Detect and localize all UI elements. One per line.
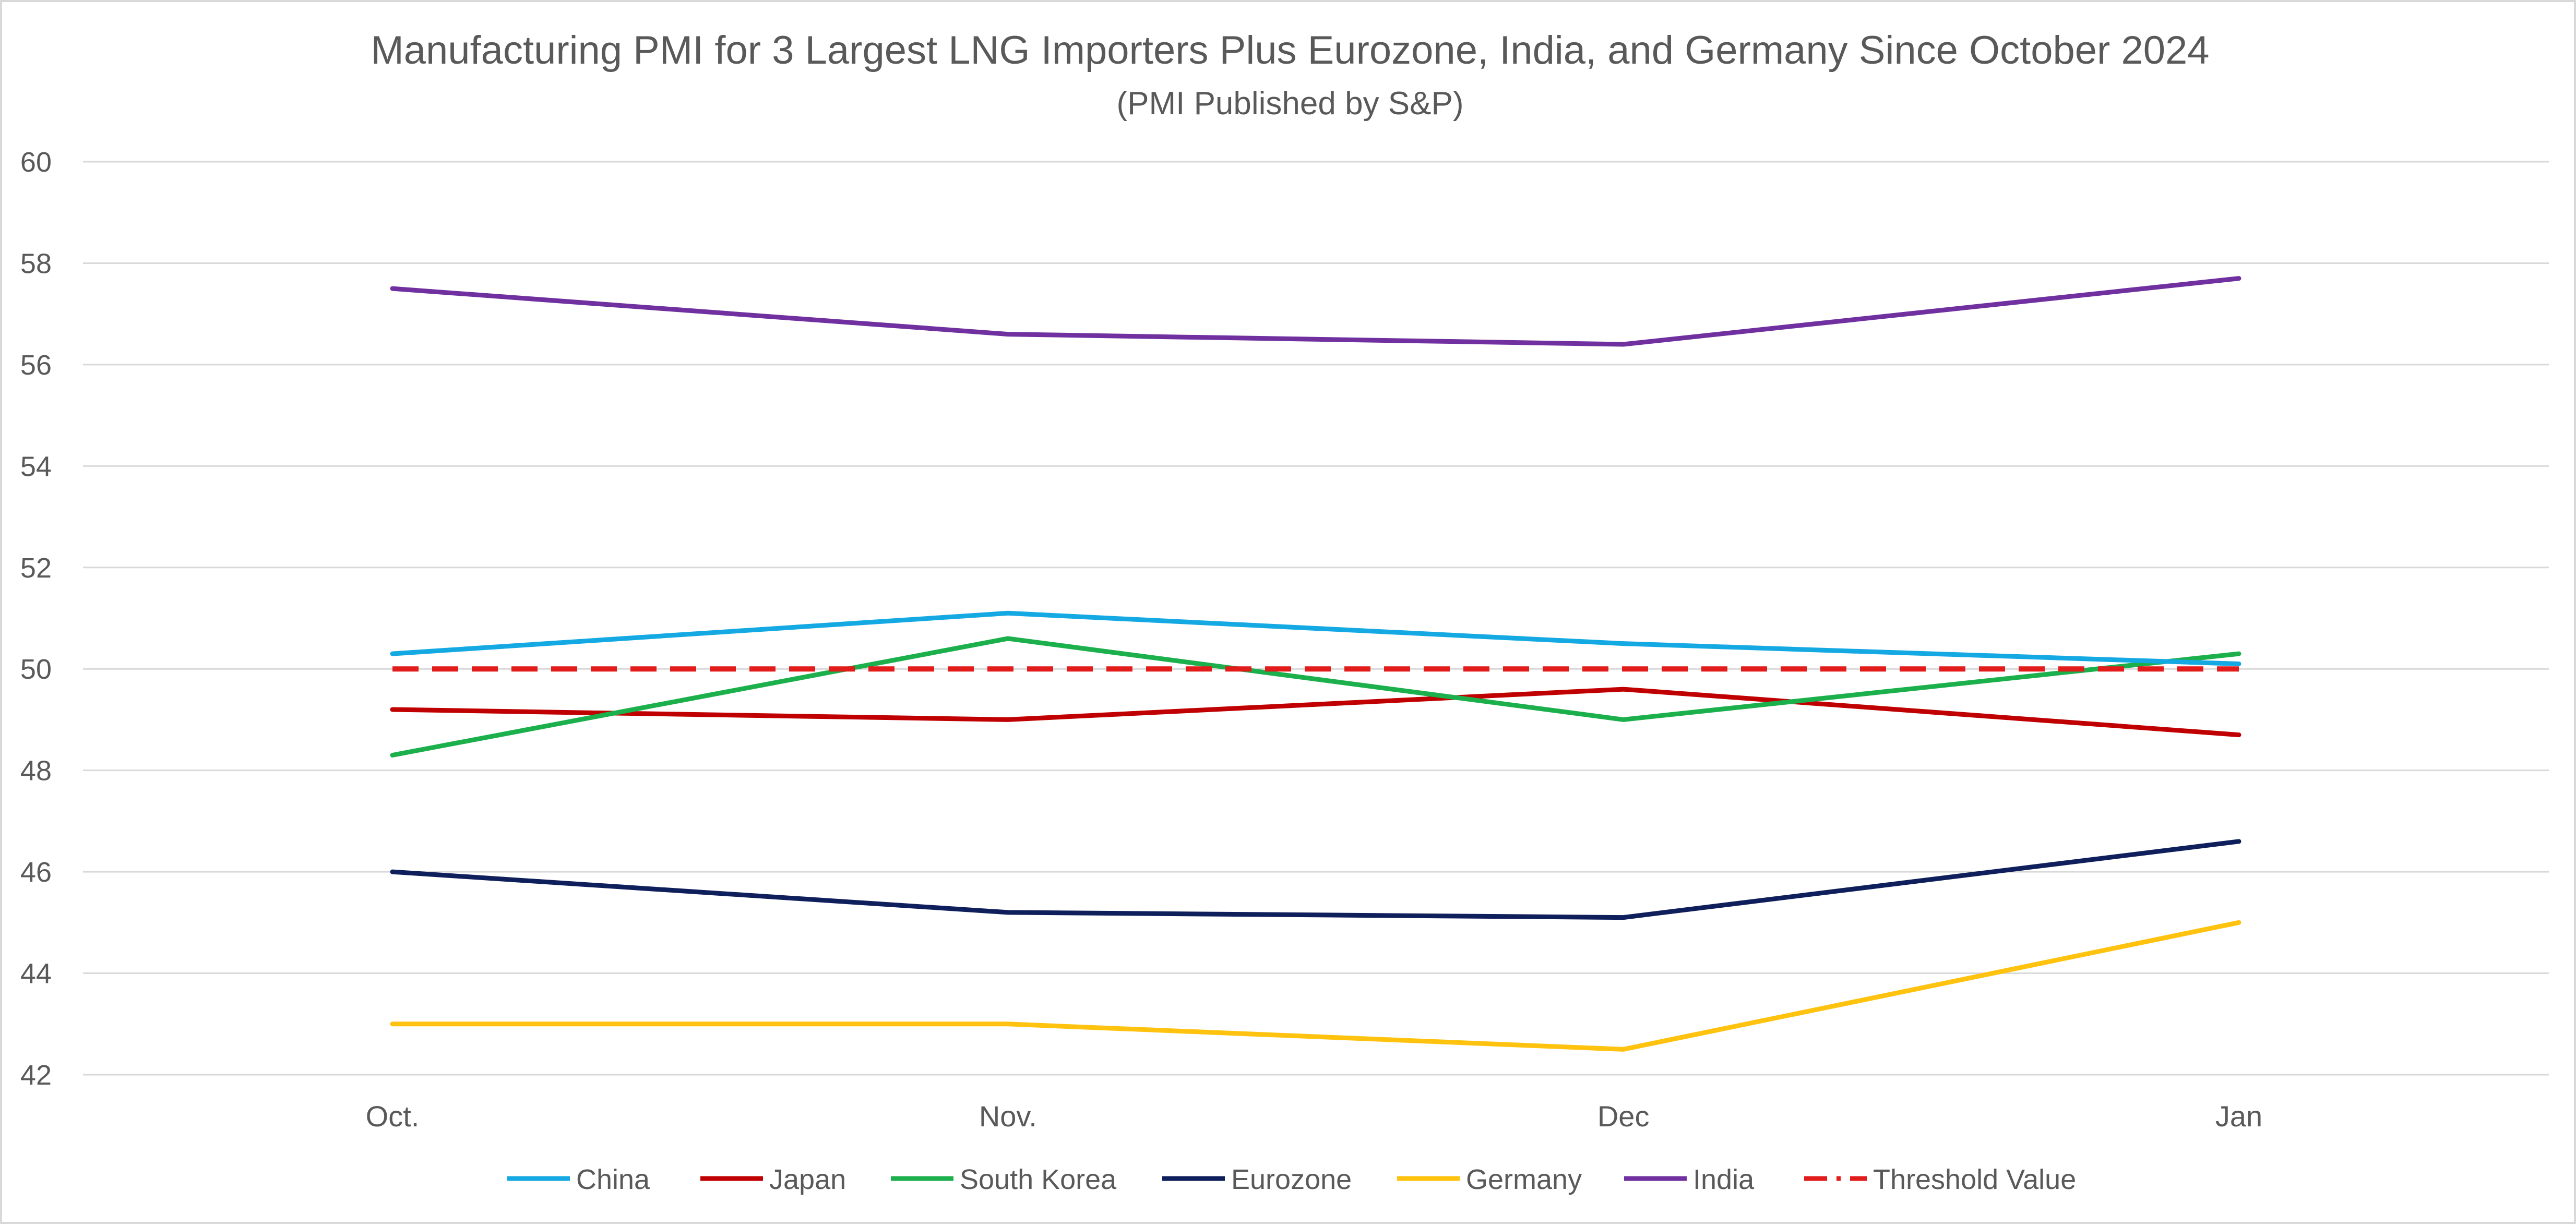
chart-title: Manufacturing PMI for 3 Largest LNG Impo… — [371, 28, 2209, 73]
legend-label-threshold-value: Threshold Value — [1873, 1164, 2076, 1195]
y-tick-label: 54 — [20, 451, 52, 482]
x-tick-label: Nov. — [979, 1100, 1037, 1133]
x-tick-label: Dec — [1597, 1100, 1650, 1133]
y-tick-label: 46 — [20, 857, 52, 888]
series-line-germany — [390, 920, 2241, 1052]
y-tick-label: 50 — [20, 654, 52, 685]
legend-label-japan: Japan — [769, 1164, 846, 1195]
legend-label-germany: Germany — [1466, 1164, 1582, 1195]
legend-label-india: India — [1693, 1164, 1755, 1195]
x-tick-label: Jan — [2215, 1100, 2262, 1133]
legend-label-china: China — [576, 1164, 650, 1195]
legend: China Japan South Korea Eurozone Germany Indi… — [507, 1164, 2076, 1195]
series-line-south-korea — [390, 636, 2241, 758]
y-tick-label: 42 — [20, 1060, 52, 1091]
y-tick-label: 60 — [20, 147, 52, 178]
series-lines — [390, 276, 2241, 1052]
y-tick-label: 56 — [20, 350, 52, 381]
legend-label-eurozone: Eurozone — [1231, 1164, 1352, 1195]
series-line-eurozone — [390, 839, 2241, 920]
x-tick-label: Oct. — [366, 1100, 420, 1133]
series-line-india — [390, 276, 2241, 347]
x-axis-tick-labels: Oct. Nov. Dec Jan — [366, 1100, 2262, 1133]
series-line-china — [390, 610, 2241, 666]
y-tick-label: 44 — [20, 958, 52, 990]
y-tick-label: 48 — [20, 755, 52, 787]
chart-subtitle: (PMI Published by S&P) — [1116, 86, 1463, 122]
series-line-japan — [390, 687, 2241, 738]
y-axis-tick-labels: 42 44 46 48 50 52 54 56 58 60 — [20, 147, 52, 1091]
legend-label-south-korea: South Korea — [960, 1164, 1117, 1195]
gridlines — [83, 161, 2549, 1076]
y-tick-label: 58 — [20, 248, 52, 279]
y-tick-label: 52 — [20, 552, 52, 584]
